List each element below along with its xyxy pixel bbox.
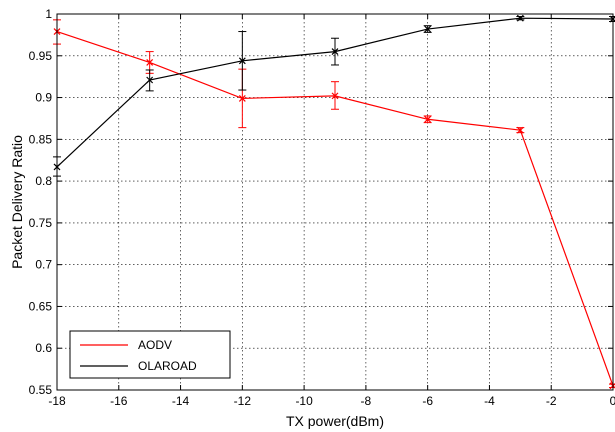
marker-stroke xyxy=(424,25,432,33)
y-tick-label: 0.85 xyxy=(29,132,53,146)
x-tick-label: -12 xyxy=(234,394,252,408)
legend: AODV OLAROAD xyxy=(69,330,231,379)
y-tick-label: 0.8 xyxy=(35,174,52,188)
x-tick-label: -6 xyxy=(422,394,433,408)
y-tick-label: 0.55 xyxy=(29,383,53,397)
data-point-olaroad xyxy=(146,76,154,84)
data-point-aodv xyxy=(424,115,432,123)
y-tick-label: 0.7 xyxy=(35,258,52,272)
marker-stroke xyxy=(146,76,154,84)
marker-stroke xyxy=(331,48,339,56)
marker-stroke xyxy=(238,94,246,102)
x-tick-label: -2 xyxy=(546,394,557,408)
marker-stroke xyxy=(424,115,432,123)
marker-stroke xyxy=(238,57,246,65)
y-tick-label: 0.9 xyxy=(35,91,52,105)
data-point-olaroad xyxy=(516,14,524,22)
tick-labels: -18 -16 -14 -12 -10 -8 -6 -4 -2 0 0.55 0.6 0.65 0.7 0.… xyxy=(29,7,615,408)
data-point-aodv xyxy=(238,94,246,102)
legend-olaroad-label: OLAROAD xyxy=(138,359,197,373)
data-point-olaroad xyxy=(424,25,432,33)
x-tick-label: -4 xyxy=(484,394,495,408)
marker-stroke xyxy=(516,126,524,134)
x-tick-label: -8 xyxy=(361,394,372,408)
data-point-aodv xyxy=(146,59,154,66)
data-point-olaroad xyxy=(331,48,339,56)
y-tick-label: 1 xyxy=(45,7,52,21)
data-point-olaroad xyxy=(238,57,246,65)
x-tick-label: -14 xyxy=(172,394,190,408)
y-axis-title: Packet Delivery Ratio xyxy=(9,135,25,269)
data-point-aodv xyxy=(331,92,339,100)
x-tick-label: -18 xyxy=(48,394,66,408)
y-tick-label: 0.65 xyxy=(29,299,53,313)
marker-stroke xyxy=(516,14,524,22)
x-tick-label: -16 xyxy=(110,394,128,408)
plot-frame xyxy=(56,13,614,391)
marker-stroke xyxy=(146,59,154,66)
x-tick-label: 0 xyxy=(610,394,615,408)
marker-stroke xyxy=(331,92,339,100)
ticks xyxy=(56,13,614,391)
y-tick-label: 0.75 xyxy=(29,216,53,230)
data-point-aodv xyxy=(516,126,524,134)
legend-aodv-label: AODV xyxy=(138,338,172,352)
y-tick-label: 0.95 xyxy=(29,49,53,63)
legend-box xyxy=(69,330,231,379)
x-tick-label: -10 xyxy=(295,394,313,408)
x-axis-title: TX power(dBm) xyxy=(286,413,384,429)
y-tick-label: 0.6 xyxy=(35,341,52,355)
